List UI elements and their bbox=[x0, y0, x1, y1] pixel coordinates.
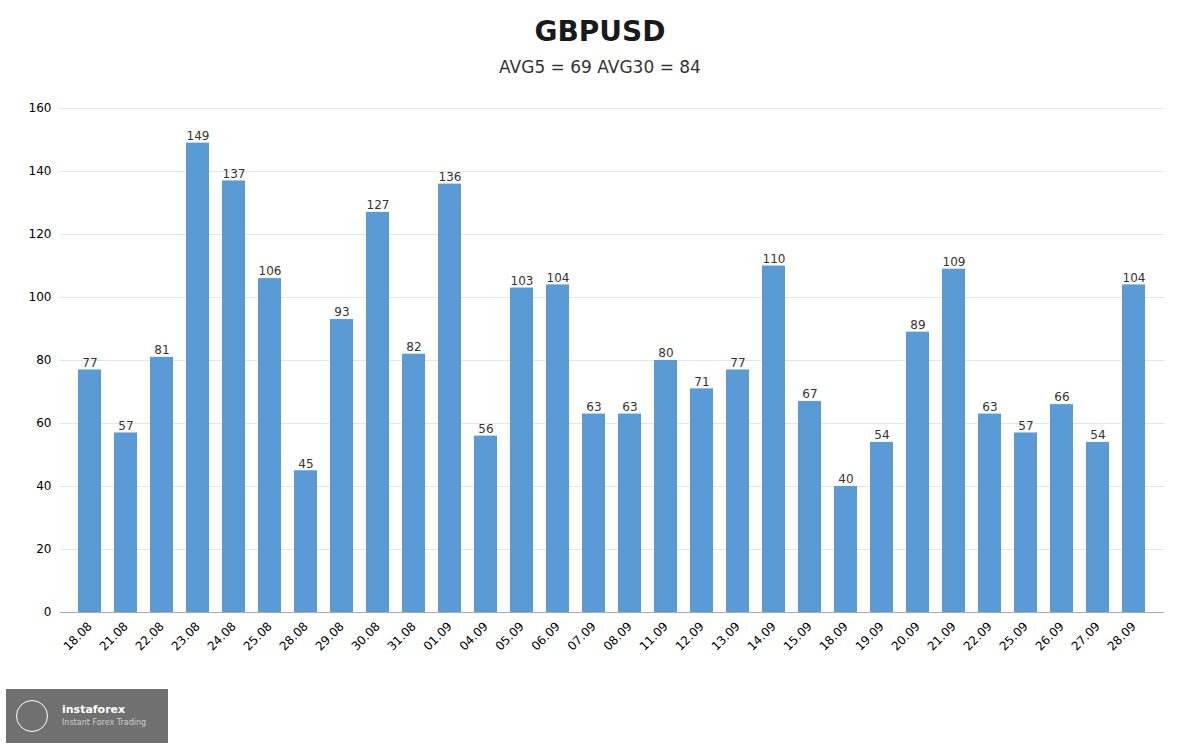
svg-text:100: 100 bbox=[29, 290, 52, 304]
svg-text:120: 120 bbox=[29, 227, 52, 241]
svg-text:22.08: 22.08 bbox=[133, 619, 167, 653]
svg-text:63: 63 bbox=[586, 400, 601, 414]
html-text:AVG5 = 69 AVG30 = 84: AVG5 = 69 AVG30 = 84 bbox=[499, 57, 701, 77]
svg-text:21.08: 21.08 bbox=[97, 619, 131, 653]
svg-text:110: 110 bbox=[763, 252, 786, 266]
svg-text:12.09: 12.09 bbox=[673, 619, 707, 653]
svg-text:104: 104 bbox=[547, 271, 570, 285]
html-text:Instant Forex Trading: Instant Forex Trading bbox=[62, 718, 147, 727]
svg-text:21.09: 21.09 bbox=[925, 619, 959, 653]
svg-text:05.09: 05.09 bbox=[493, 619, 527, 653]
html-text:GBPUSD: GBPUSD bbox=[534, 15, 666, 48]
svg-text:93: 93 bbox=[334, 305, 349, 319]
svg-text:54: 54 bbox=[874, 428, 889, 442]
svg-text:104: 104 bbox=[1123, 271, 1146, 285]
svg-text:127: 127 bbox=[367, 198, 390, 212]
svg-text:140: 140 bbox=[29, 164, 52, 178]
svg-text:63: 63 bbox=[982, 400, 997, 414]
svg-text:149: 149 bbox=[187, 129, 210, 143]
svg-text:25.09: 25.09 bbox=[997, 619, 1031, 653]
svg-text:60: 60 bbox=[36, 416, 51, 430]
svg-text:07.09: 07.09 bbox=[565, 619, 599, 653]
svg-text:06.09: 06.09 bbox=[529, 619, 563, 653]
svg-text:63: 63 bbox=[622, 400, 637, 414]
svg-text:20: 20 bbox=[36, 542, 51, 556]
svg-text:0: 0 bbox=[44, 605, 52, 619]
svg-text:29.08: 29.08 bbox=[313, 619, 347, 653]
svg-text:89: 89 bbox=[910, 318, 925, 332]
svg-text:31.08: 31.08 bbox=[385, 619, 419, 653]
svg-text:18.08: 18.08 bbox=[61, 619, 95, 653]
html-text:instaforex: instaforex bbox=[62, 703, 126, 716]
svg-text:27.09: 27.09 bbox=[1069, 619, 1103, 653]
svg-text:77: 77 bbox=[82, 356, 97, 370]
svg-text:103: 103 bbox=[511, 274, 534, 288]
svg-text:04.09: 04.09 bbox=[457, 619, 491, 653]
svg-text:160: 160 bbox=[29, 101, 52, 115]
svg-text:66: 66 bbox=[1054, 390, 1069, 404]
svg-text:25.08: 25.08 bbox=[241, 619, 275, 653]
svg-text:26.09: 26.09 bbox=[1033, 619, 1067, 653]
svg-text:19.09: 19.09 bbox=[853, 619, 887, 653]
svg-text:40: 40 bbox=[838, 472, 853, 486]
svg-text:08.09: 08.09 bbox=[601, 619, 635, 653]
svg-text:28.09: 28.09 bbox=[1105, 619, 1139, 653]
svg-text:56: 56 bbox=[478, 422, 493, 436]
svg-text:40: 40 bbox=[36, 479, 51, 493]
svg-text:15.09: 15.09 bbox=[781, 619, 815, 653]
svg-text:57: 57 bbox=[118, 419, 133, 433]
svg-text:22.09: 22.09 bbox=[961, 619, 995, 653]
svg-text:109: 109 bbox=[943, 255, 966, 269]
svg-text:136: 136 bbox=[439, 170, 462, 184]
svg-text:80: 80 bbox=[658, 346, 673, 360]
svg-text:30.08: 30.08 bbox=[349, 619, 383, 653]
svg-text:18.09: 18.09 bbox=[817, 619, 851, 653]
svg-text:106: 106 bbox=[259, 264, 282, 278]
svg-text:28.08: 28.08 bbox=[277, 619, 311, 653]
svg-text:20.09: 20.09 bbox=[889, 619, 923, 653]
svg-text:01.09: 01.09 bbox=[421, 619, 455, 653]
svg-text:82: 82 bbox=[406, 340, 421, 354]
svg-text:23.08: 23.08 bbox=[169, 619, 203, 653]
svg-text:77: 77 bbox=[730, 356, 745, 370]
svg-text:81: 81 bbox=[154, 343, 169, 357]
svg-text:80: 80 bbox=[36, 353, 51, 367]
svg-text:24.08: 24.08 bbox=[205, 619, 239, 653]
svg-text:137: 137 bbox=[223, 167, 246, 181]
svg-text:45: 45 bbox=[298, 457, 313, 471]
svg-text:14.09: 14.09 bbox=[745, 619, 779, 653]
svg-text:11.09: 11.09 bbox=[637, 619, 671, 653]
svg-text:67: 67 bbox=[802, 387, 817, 401]
svg-text:71: 71 bbox=[694, 375, 709, 389]
svg-text:54: 54 bbox=[1090, 428, 1105, 442]
svg-text:13.09: 13.09 bbox=[709, 619, 743, 653]
svg-text:57: 57 bbox=[1018, 419, 1033, 433]
